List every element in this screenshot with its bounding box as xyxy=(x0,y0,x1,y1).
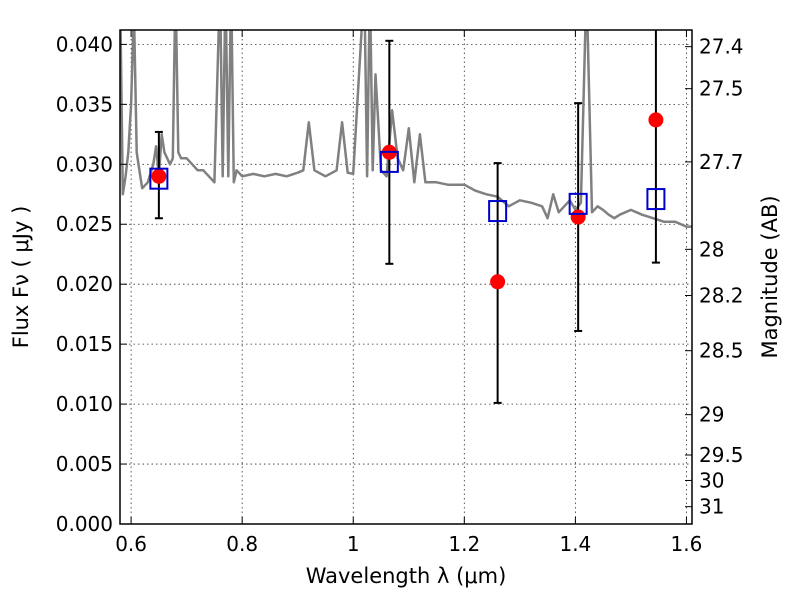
y-tick-label: 0.040 xyxy=(56,32,113,56)
y2-tick-label: 27.4 xyxy=(699,35,744,59)
error-bar xyxy=(651,30,660,264)
y2-axis-ticks: 27.4 27.5 27.7 28 28.2 28.5 29 29.530 31 xyxy=(685,35,744,519)
y2-tick-label: 28.2 xyxy=(699,284,744,308)
y2-axis-label: Magnitude (AB) xyxy=(758,195,782,358)
y2-tick-label: 27.7 xyxy=(699,150,744,174)
x-axis-label: Wavelength λ (μm) xyxy=(306,564,507,588)
x-tick-label: 1.6 xyxy=(671,532,703,556)
y2-tick-label: 28.5 xyxy=(699,339,744,363)
plot-frame xyxy=(119,29,693,525)
y2-tick-label: 27.5 xyxy=(699,77,744,101)
y-tick-label: 0.035 xyxy=(56,92,113,116)
y-axis-label: Flux Fν ( μJy ) xyxy=(9,206,33,349)
model-spectrum-line xyxy=(120,30,692,228)
model-squares xyxy=(149,150,666,223)
y2-tick-label: 29.5 xyxy=(699,443,744,467)
model-spectrum xyxy=(120,30,692,228)
observed-point xyxy=(570,209,586,225)
x-axis-ticks: 0.6 0.8 1 1.2 1.4 1.6 xyxy=(115,30,702,556)
y-tick-label: 0.020 xyxy=(56,272,113,296)
y2-tick-label: 31 xyxy=(699,495,724,519)
observed-point xyxy=(490,274,506,290)
y-tick-label: 0.030 xyxy=(56,152,113,176)
model-square xyxy=(568,192,588,215)
y2-tick-label: 30 xyxy=(699,468,724,492)
model-square xyxy=(149,167,169,190)
x-tick-label: 1.2 xyxy=(448,532,480,556)
model-square xyxy=(646,188,666,211)
y2-tick-label: 28 xyxy=(699,237,724,261)
y-tick-label: 0.005 xyxy=(56,452,113,476)
y-tick-label: 0.025 xyxy=(56,212,113,236)
y-tick-label: 0.000 xyxy=(56,512,113,536)
y-tick-label: 0.010 xyxy=(56,392,113,416)
x-tick-label: 1 xyxy=(347,532,360,556)
grid-lines xyxy=(120,30,692,525)
observed-point xyxy=(648,112,664,128)
model-square xyxy=(488,200,508,223)
observed-point xyxy=(151,168,167,184)
x-tick-label: 0.8 xyxy=(226,532,258,556)
y-axis-ticks: 0.000 0.005 0.010 0.015 0.020 0.025 0.030 0.035… xyxy=(56,32,127,536)
y2-tick-label: 29 xyxy=(699,403,724,427)
y-tick-label: 0.015 xyxy=(56,332,113,356)
model-square xyxy=(379,150,399,173)
x-tick-label: 0.6 xyxy=(115,532,147,556)
x-tick-label: 1.4 xyxy=(559,532,591,556)
